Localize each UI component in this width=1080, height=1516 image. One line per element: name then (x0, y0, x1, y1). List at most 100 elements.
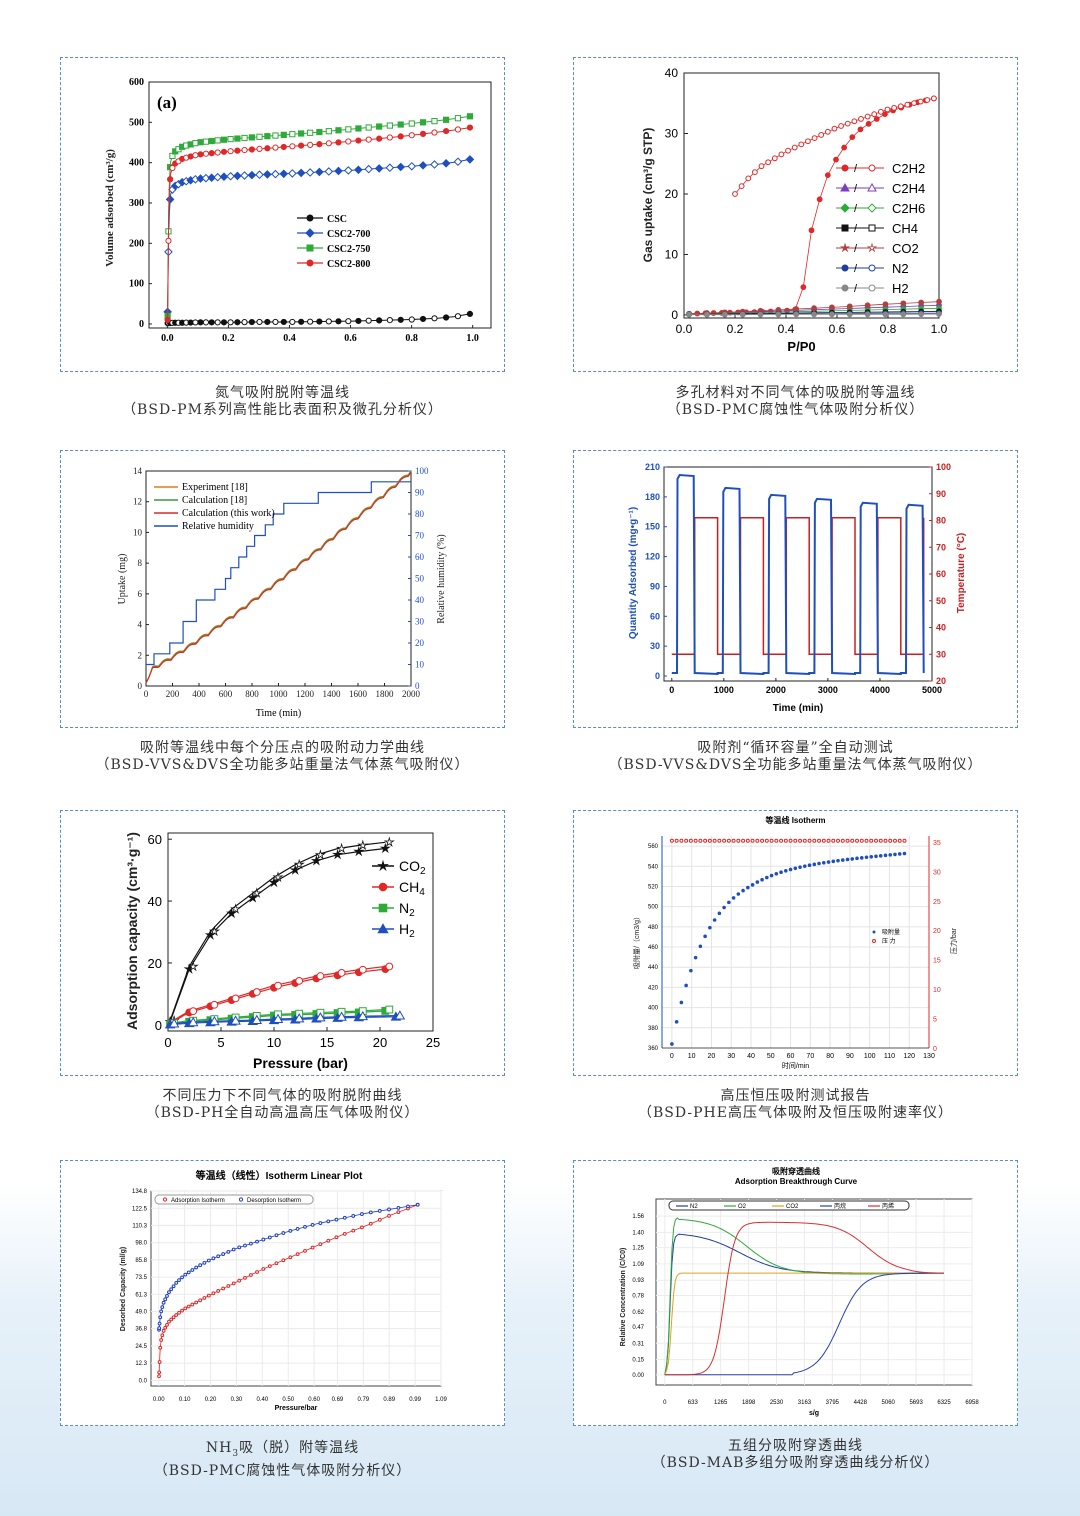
data-point (241, 134, 248, 142)
data-point (211, 1291, 216, 1296)
x-tick-label: 1400 (323, 689, 342, 699)
data-point (241, 146, 248, 154)
data-point-pressure (840, 838, 845, 843)
data-point-pressure (850, 838, 855, 843)
data-point (194, 1265, 199, 1270)
x-tick-label: 0.50 (282, 1397, 294, 1403)
x-tick-label: 0.60 (308, 1397, 320, 1403)
data-point (256, 145, 263, 152)
data-point-pressure (741, 838, 746, 843)
data-point (334, 1217, 339, 1222)
x-tick-label: 3163 (798, 1400, 812, 1406)
data-point-pressure (892, 838, 897, 843)
y-tick-label: 98.0 (135, 1241, 147, 1247)
data-point-uptake (802, 864, 807, 868)
data-point (183, 1306, 188, 1311)
y-tick-label: 12.3 (135, 1361, 147, 1367)
y-tick-label: 500 (648, 905, 659, 911)
data-point-open (315, 1012, 326, 1022)
y2-tick-label: 10 (933, 987, 941, 994)
caption-subtitle: （BSD-PHE高压气体吸附及恒压吸附速率仪） (638, 1105, 953, 1121)
data-point (165, 1294, 169, 1298)
legend-label: 吸附量 (882, 928, 900, 936)
legend-label: CSC2-800 (327, 259, 370, 270)
data-point (159, 1338, 164, 1342)
data-point (824, 128, 831, 135)
data-point (234, 135, 241, 142)
caption-2: 多孔材料对不同气体的吸脱附等温线 （BSD-PMC腐蚀性气体吸附分析仪） (573, 385, 1018, 419)
data-point-uptake (893, 852, 897, 857)
data-point (415, 1202, 420, 1207)
data-point (202, 138, 210, 145)
y-tick-label: 0 (671, 308, 678, 322)
x-tick-label: 3795 (826, 1400, 840, 1406)
data-point (202, 1261, 207, 1265)
data-point (924, 97, 931, 103)
y-tick-label: 0.0 (139, 1378, 148, 1384)
caption-subtitle: （BSD-VVS&DVS全功能多站重量法气体蒸气吸附仪） (608, 757, 983, 773)
data-point (365, 317, 372, 324)
x-tick-label: 10 (688, 1053, 696, 1060)
data-point (158, 1345, 163, 1350)
data-point (342, 1231, 347, 1236)
legend-label: N2 (399, 900, 415, 919)
data-point (877, 108, 884, 115)
y2-tick-label: 0 (933, 1046, 937, 1053)
y-tick-label: 30 (665, 126, 679, 140)
data-point (431, 129, 438, 136)
data-point (163, 1325, 168, 1330)
y-tick-label: 4 (138, 620, 143, 630)
data-point (288, 169, 297, 178)
x-tick-label: 2000 (402, 689, 421, 699)
data-point-pressure (760, 838, 765, 843)
data-point-open (337, 968, 346, 977)
data-point-uptake (736, 892, 741, 896)
data-point (918, 311, 925, 318)
series-line-3 (664, 1272, 944, 1376)
data-point (165, 1322, 169, 1327)
data-point (216, 1254, 221, 1259)
data-point (387, 1213, 391, 1218)
data-point (419, 315, 427, 323)
data-point-uptake (708, 925, 712, 930)
data-point (360, 1225, 364, 1230)
y-tick-label: 150 (645, 522, 660, 532)
y-tick-label: 120 (645, 552, 660, 562)
data-point (918, 299, 925, 306)
data-point (431, 315, 438, 322)
caption-8: 五组分吸附穿透曲线 （BSD-MAB多组分吸附穿透曲线分析仪） (573, 1438, 1018, 1472)
data-point (368, 1221, 373, 1226)
data-point-uptake (670, 1042, 674, 1046)
data-point (732, 191, 738, 197)
y-tick-label: 90 (650, 581, 660, 591)
data-point-pressure (717, 838, 722, 843)
data-point (197, 151, 204, 158)
data-point-pressure (731, 838, 736, 843)
data-point (811, 311, 817, 318)
data-point (227, 135, 234, 143)
data-point (335, 318, 342, 325)
data-point (219, 172, 229, 182)
data-point-pressure (826, 838, 831, 843)
data-point-uptake (684, 983, 688, 988)
data-point-uptake (703, 934, 707, 939)
data-point (298, 130, 305, 137)
caption-1: 氮气吸附脱附等温线 （BSD-PM系列高性能比表面积及微孔分析仪） (60, 385, 505, 419)
data-point (778, 151, 785, 158)
y-tick-label: 8 (138, 558, 143, 568)
x-tick-label: 1898 (742, 1400, 756, 1406)
y2-tick-label: 70 (936, 542, 946, 552)
data-point-uptake (746, 885, 750, 890)
data-point (274, 1233, 279, 1238)
legend-marker-open (867, 182, 877, 192)
x-axis-label: P/P0 (787, 339, 815, 354)
data-point (197, 139, 204, 146)
y-axis-label: Uptake (mg) (117, 554, 128, 605)
data-point (704, 311, 710, 318)
legend-marker-open (868, 164, 876, 172)
y-tick-label: 10 (665, 247, 679, 261)
data-point (454, 126, 462, 133)
data-point (248, 134, 255, 141)
x-tick-label: 20 (373, 1035, 387, 1050)
y2-tick-label: 30 (936, 649, 946, 659)
